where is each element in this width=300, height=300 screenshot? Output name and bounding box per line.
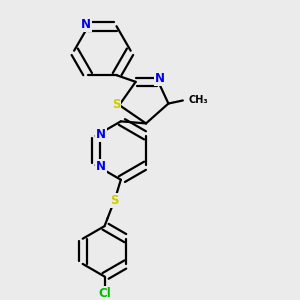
Text: S: S [112,98,121,111]
Text: S: S [110,194,118,207]
Text: N: N [81,19,91,32]
Text: CH₃: CH₃ [188,95,208,106]
Text: N: N [155,72,165,85]
Text: N: N [96,128,106,141]
Text: Cl: Cl [98,286,111,300]
Text: N: N [96,160,106,173]
